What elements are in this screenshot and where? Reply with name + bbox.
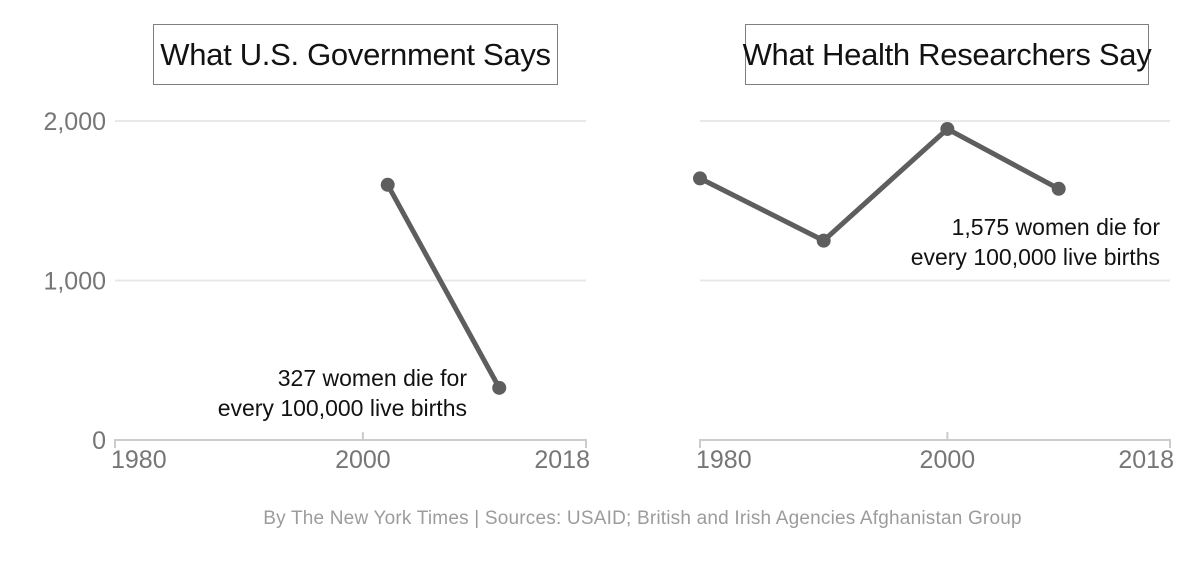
series-line	[697, 126, 1062, 244]
right-chart-title: What Health Researchers Say	[742, 36, 1152, 72]
right-chart-title-box: What Health Researchers Say	[742, 24, 1152, 85]
x-axis	[699, 439, 1171, 448]
data-point	[380, 177, 395, 192]
left-chart: 1980 2000 2018 0 1,000 2,000	[43, 108, 590, 474]
right-chart: 1980 2000 2018	[693, 120, 1174, 474]
data-point	[940, 121, 955, 136]
y-tick-label: 0	[92, 427, 106, 455]
x-tick-label: 1980	[696, 446, 752, 474]
annotation-line: 1,575 women die for	[951, 214, 1160, 240]
data-point	[492, 380, 507, 395]
annotation-line: every 100,000 live births	[910, 244, 1160, 270]
left-chart-title: What U.S. Government Says	[160, 36, 551, 72]
y-tick-label: 2,000	[43, 108, 106, 136]
x-tick-label: 2000	[335, 446, 391, 474]
left-annotation: 327 women die for every 100,000 live bir…	[218, 363, 467, 423]
x-tick-label: 2018	[534, 446, 590, 474]
right-annotation: 1,575 women die for every 100,000 live b…	[911, 212, 1160, 272]
source-credit: By The New York Times | Sources: USAID; …	[263, 508, 1022, 529]
series-line	[385, 182, 502, 391]
y-tick-label: 1,000	[43, 268, 106, 296]
x-tick-label: 2018	[1118, 446, 1174, 474]
annotation-line: 327 women die for	[277, 365, 467, 391]
data-point	[1051, 181, 1066, 196]
x-axis	[114, 439, 587, 448]
data-point	[693, 171, 707, 186]
x-tick-label: 2000	[920, 446, 976, 474]
left-chart-title-box: What U.S. Government Says	[153, 24, 558, 85]
x-tick-label: 1980	[111, 446, 167, 474]
annotation-line: every 100,000 live births	[217, 395, 467, 421]
data-point	[816, 233, 831, 248]
